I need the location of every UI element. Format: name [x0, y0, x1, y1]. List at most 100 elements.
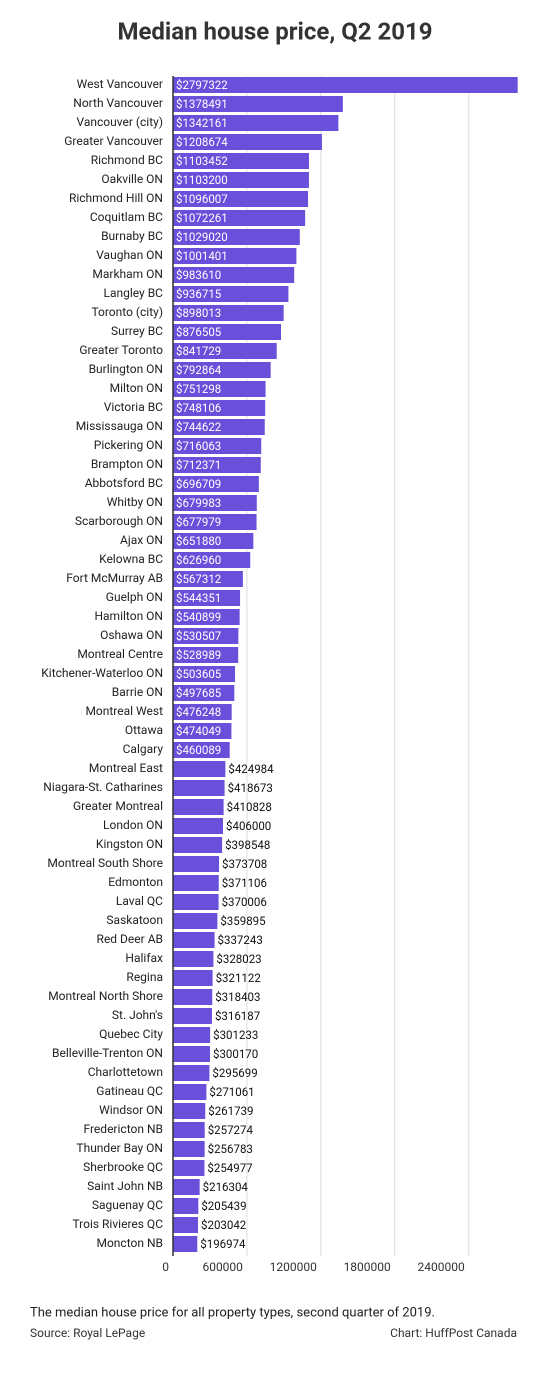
- bar: [173, 932, 215, 948]
- value-label: $712371: [176, 458, 221, 472]
- bar: [173, 77, 518, 93]
- y-tick-label: Montreal East: [89, 761, 163, 775]
- y-tick-label: Pickering ON: [94, 438, 163, 452]
- value-label: $424984: [228, 762, 274, 776]
- value-label: $530507: [176, 629, 221, 643]
- value-label: $1001401: [176, 249, 228, 263]
- bar: [173, 742, 230, 758]
- bar: [173, 1027, 211, 1043]
- value-label: $295699: [212, 1066, 257, 1080]
- value-label: $196974: [200, 1237, 246, 1251]
- bar: [173, 286, 289, 302]
- note: The median house price for all property …: [30, 1305, 435, 1320]
- value-label: $474049: [176, 724, 221, 738]
- bar: [173, 799, 224, 815]
- y-tick-label: Burlington ON: [89, 362, 163, 376]
- y-tick-label: Richmond Hill ON: [69, 191, 163, 205]
- y-tick-label: Kitchener-Waterloo ON: [41, 666, 163, 680]
- value-label: $716063: [176, 439, 221, 453]
- bar: [173, 1198, 199, 1214]
- value-label: $476248: [176, 705, 221, 719]
- y-tick-label: Belleville-Trenton ON: [52, 1046, 163, 1060]
- source: Source: Royal LePage: [30, 1326, 145, 1340]
- value-label: $256783: [208, 1142, 253, 1156]
- bar: [173, 1046, 210, 1062]
- y-tick-label: Saguenay QC: [92, 1198, 163, 1212]
- y-tick-label: Langley BC: [103, 286, 163, 300]
- value-label: $205439: [201, 1199, 246, 1213]
- value-label: $679983: [176, 496, 221, 510]
- y-tick-label: Montreal West: [85, 704, 163, 718]
- x-tick-label: 600000: [202, 1260, 243, 1274]
- bar: [173, 514, 257, 530]
- y-tick-label: Trois Rivieres QC: [72, 1217, 163, 1231]
- bar: [173, 685, 235, 701]
- bar: [173, 381, 266, 397]
- bar: [173, 1008, 212, 1024]
- bar: [173, 400, 266, 416]
- value-label: $1029020: [176, 230, 228, 244]
- y-tick-label: Edmonton: [108, 875, 163, 889]
- bar: [173, 837, 223, 853]
- value-label: $2797322: [176, 78, 228, 92]
- value-label: $983610: [176, 268, 221, 282]
- value-label: $677979: [176, 515, 221, 529]
- y-tick-label: Toronto (city): [91, 305, 163, 319]
- y-tick-label: Ottawa: [125, 723, 163, 737]
- y-tick-label: Moncton NB: [96, 1236, 163, 1250]
- y-tick-label: Saint John NB: [87, 1179, 163, 1193]
- value-label: $261739: [208, 1104, 253, 1118]
- y-tick-label: Brampton ON: [91, 457, 163, 471]
- y-tick-label: St. John's: [112, 1008, 163, 1022]
- value-label: $497685: [176, 686, 222, 700]
- y-tick-label: Richmond BC: [91, 153, 163, 167]
- y-tick-label: North Vancouver: [73, 96, 163, 110]
- y-tick-label: Mississauga ON: [76, 419, 163, 433]
- chart-title: Median house price, Q2 2019: [117, 17, 432, 45]
- bar: [173, 780, 225, 796]
- value-label: $1342161: [176, 116, 228, 130]
- x-tick-label: 0: [162, 1260, 169, 1274]
- value-label: $1378491: [176, 97, 228, 111]
- value-label: $371106: [222, 876, 267, 890]
- y-tick-label: Windsor ON: [99, 1103, 163, 1117]
- value-label: $792864: [176, 363, 222, 377]
- x-tick-label: 1800000: [344, 1260, 391, 1274]
- value-label: $216304: [203, 1180, 249, 1194]
- y-tick-label: Gatineau QC: [96, 1084, 163, 1098]
- bar: [173, 438, 262, 454]
- bar: [173, 324, 281, 340]
- value-label: $540899: [176, 610, 221, 624]
- value-label: $418673: [228, 781, 273, 795]
- bar: [173, 1236, 198, 1252]
- value-label: $898013: [176, 306, 221, 320]
- value-label: $203042: [201, 1218, 247, 1232]
- value-label: $1103452: [176, 154, 228, 168]
- value-label: $328023: [216, 952, 261, 966]
- bar: [173, 970, 213, 986]
- bar: [173, 1179, 200, 1195]
- bar: [173, 210, 306, 226]
- x-tick-label: 1200000: [270, 1260, 317, 1274]
- y-tick-label: Kingston ON: [96, 837, 163, 851]
- y-tick-label: Halifax: [125, 951, 163, 965]
- y-tick-label: Surrey BC: [111, 324, 163, 338]
- bar: [173, 590, 241, 606]
- y-tick-label: Regina: [126, 970, 163, 984]
- bar: [173, 495, 257, 511]
- bar: [173, 647, 239, 663]
- value-label: $300170: [213, 1047, 258, 1061]
- y-tick-label: Abbotsford BC: [85, 476, 163, 490]
- bar: [173, 419, 265, 435]
- y-tick-label: Fort McMurray AB: [66, 571, 163, 585]
- y-tick-label: Coquitlam BC: [90, 210, 163, 224]
- y-tick-label: Ajax ON: [120, 533, 163, 547]
- y-tick-label: Victoria BC: [104, 400, 163, 414]
- y-tick-label: Whitby ON: [107, 495, 163, 509]
- bar: [173, 552, 251, 568]
- value-label: $271061: [209, 1085, 254, 1099]
- bar: [173, 666, 236, 682]
- bar: [173, 343, 277, 359]
- bar: [173, 115, 339, 131]
